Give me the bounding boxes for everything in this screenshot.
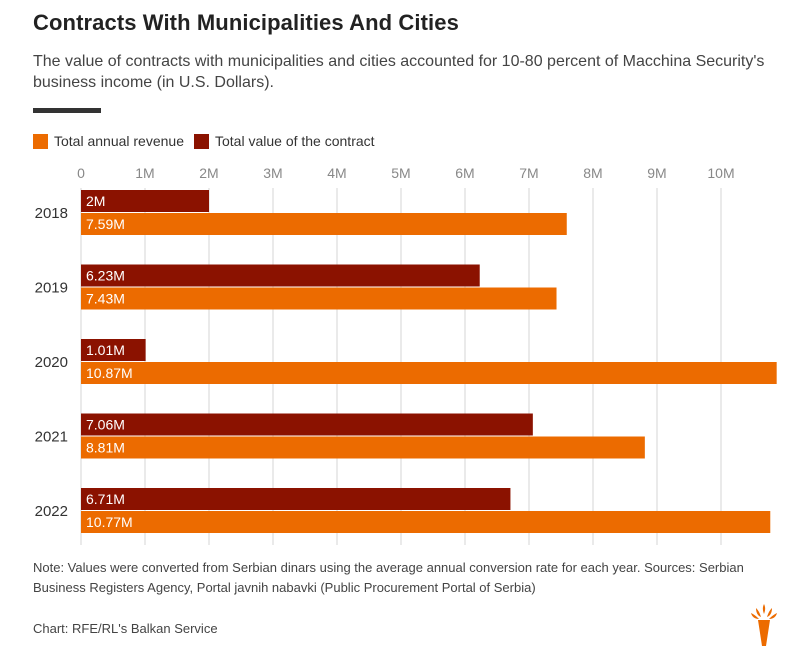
bar-revenue — [81, 511, 771, 533]
legend-label-revenue: Total annual revenue — [54, 133, 184, 149]
legend-swatch-revenue — [33, 133, 48, 149]
x-tick-label: 7M — [519, 165, 538, 181]
x-tick-label: 4M — [327, 165, 346, 181]
data-label-contract: 2M — [86, 193, 105, 209]
y-category-label: 2020 — [35, 354, 68, 371]
legend-item-revenue: Total annual revenue — [33, 133, 184, 149]
bar-contract — [81, 339, 146, 361]
bar-contract — [81, 488, 511, 510]
data-label-contract: 6.23M — [86, 268, 125, 284]
x-tick-label: 9M — [647, 165, 666, 181]
y-category-label: 2018 — [35, 205, 68, 222]
chart-title: Contracts With Municipalities And Cities — [33, 10, 459, 35]
chart-legend: Total annual revenue Total value of the … — [33, 133, 385, 149]
chart-note: Note: Values were converted from Serbian… — [33, 560, 744, 595]
data-label-revenue: 7.59M — [86, 216, 125, 232]
bar-revenue — [81, 362, 777, 384]
x-tick-label: 8M — [583, 165, 602, 181]
y-category-label: 2021 — [35, 429, 68, 446]
bar-revenue — [81, 213, 567, 235]
bar-revenue — [81, 436, 645, 459]
chart-credit: Chart: RFE/RL's Balkan Service — [33, 621, 218, 636]
x-tick-label: 2M — [199, 165, 218, 181]
y-category-label: 2022 — [35, 503, 68, 520]
legend-swatch-contract — [194, 133, 209, 149]
bar-revenue — [81, 287, 557, 310]
bar-contract — [81, 264, 480, 287]
chart-subtitle: The value of contracts with municipaliti… — [33, 53, 765, 91]
data-label-contract: 6.71M — [86, 491, 125, 507]
data-label-revenue: 10.87M — [86, 365, 133, 381]
bar-contract — [81, 190, 209, 212]
legend-label-contract: Total value of the contract — [215, 133, 375, 149]
x-tick-label: 6M — [455, 165, 474, 181]
bar-contract — [81, 413, 533, 436]
x-tick-label: 0 — [77, 165, 85, 181]
x-tick-label: 1M — [135, 165, 154, 181]
x-tick-label: 10M — [707, 165, 734, 181]
data-label-revenue: 7.43M — [86, 291, 125, 307]
y-category-label: 2019 — [35, 280, 68, 297]
data-label-revenue: 8.81M — [86, 440, 125, 456]
data-label-contract: 7.06M — [86, 417, 125, 433]
x-tick-label: 3M — [263, 165, 282, 181]
x-tick-label: 5M — [391, 165, 410, 181]
legend-item-contract: Total value of the contract — [194, 133, 375, 149]
bar-chart: 0 1M 2M 3M 4M 5M 6M 7M 8M 9M 10M 2018 2M 7.59M 2019 6.2… — [35, 165, 777, 545]
data-label-contract: 1.01M — [86, 342, 125, 358]
title-divider — [33, 108, 101, 113]
torch-logo-icon — [751, 604, 777, 646]
data-label-revenue: 10.77M — [86, 514, 133, 530]
